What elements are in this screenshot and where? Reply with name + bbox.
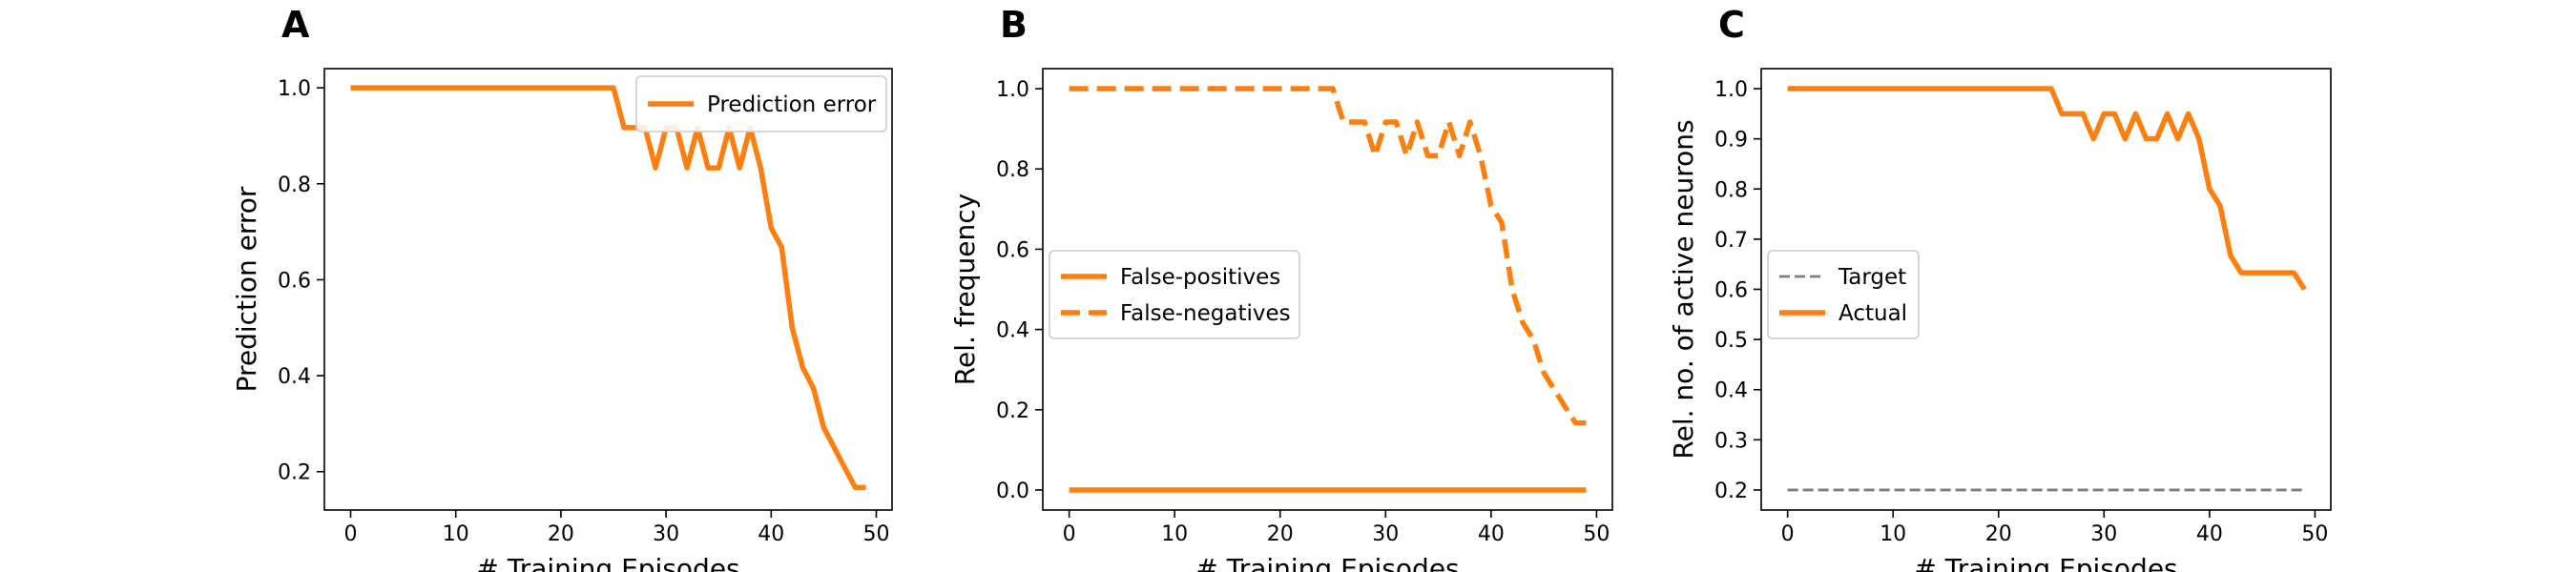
y-tick-label: 0.6 <box>278 269 311 293</box>
x-tick-label: 40 <box>1478 522 1505 546</box>
y-tick-label: 0.8 <box>278 174 311 197</box>
y-axis-label: Rel. no. of active neurons <box>1668 119 1699 459</box>
legend: Prediction error <box>635 75 887 133</box>
x-tick-label: 50 <box>2301 522 2328 546</box>
x-tick-label: 0 <box>344 522 358 546</box>
x-tick-label: 0 <box>1063 522 1076 546</box>
x-tick-label: 20 <box>1985 522 2012 546</box>
panel-a: A 0 10 20 30 40 50 0.2 0.4 0.6 0.8 1.0 # Training Ep… <box>231 4 893 572</box>
series-line-actual <box>1787 86 2307 291</box>
legend-box <box>635 75 887 133</box>
x-tick-label: 40 <box>2196 522 2223 546</box>
x-tick-label: 30 <box>1372 522 1399 546</box>
legend: Target Actual <box>1767 250 1920 339</box>
series-group <box>1069 86 1587 493</box>
y-tick-label: 0.2 <box>278 461 311 485</box>
legend-label: False-negatives <box>1120 301 1291 326</box>
y-tick-label: 0.4 <box>996 319 1029 343</box>
x-tick-label: 30 <box>653 522 679 546</box>
y-axis-label: Rel. frequency <box>949 194 981 385</box>
x-tick-label: 20 <box>548 522 574 546</box>
x-axis-label: # Training Episodes <box>1195 553 1459 572</box>
panel-letter: B <box>1000 4 1028 46</box>
series-group <box>350 85 866 491</box>
x-tick-label: 0 <box>1781 522 1795 546</box>
y-tick-label: 0.6 <box>996 238 1029 262</box>
series-group <box>1787 86 2307 492</box>
y-tick-label: 0.8 <box>1714 178 1748 202</box>
y-tick-label: 0.0 <box>996 480 1029 503</box>
panels: A 0 10 20 30 40 50 0.2 0.4 0.6 0.8 1.0 # Training Ep… <box>231 4 2332 572</box>
x-tick-label: 30 <box>2090 522 2117 546</box>
x-axis-label: # Training Episodes <box>476 553 739 572</box>
x-tick-label: 50 <box>1583 522 1610 546</box>
y-tick-label: 1.0 <box>278 77 311 101</box>
y-tick-label: 0.7 <box>1714 229 1748 253</box>
series-line-prediction-error <box>350 85 866 491</box>
y-tick-label: 0.5 <box>1714 329 1748 353</box>
y-axis-label: Prediction error <box>231 186 262 392</box>
x-axis-label: # Training Episodes <box>1914 553 2177 572</box>
y-tick-label: 1.0 <box>996 78 1029 102</box>
panel-c: C 0 10 20 30 40 50 0.2 0.3 0.4 0.5 0.6 0.7 0.8 0.9 1.0 #… <box>1668 4 2332 572</box>
x-tick-label: 50 <box>862 522 889 546</box>
y-tick-label: 0.2 <box>1714 480 1748 503</box>
y-tick-label: 1.0 <box>1714 78 1748 102</box>
x-tick-label: 10 <box>1880 522 1906 546</box>
panel-letter: C <box>1718 4 1745 46</box>
plot-frame <box>323 68 893 511</box>
legend-box <box>1049 250 1300 339</box>
x-tick-label: 40 <box>758 522 784 546</box>
y-tick-label: 0.4 <box>1714 379 1748 403</box>
y-tick-label: 0.4 <box>278 365 311 389</box>
legend: False-positives False-negatives <box>1049 250 1300 339</box>
legend-label: False-positives <box>1120 265 1280 290</box>
x-tick-label: 20 <box>1267 522 1294 546</box>
y-tick-label: 0.2 <box>996 399 1029 423</box>
y-tick-label: 0.8 <box>996 158 1029 182</box>
panel-b: B 0 10 20 30 40 50 0.0 0.2 0.4 0.6 0.8 1.0 # Training… <box>949 4 1613 572</box>
series-line-false-negatives <box>1069 86 1587 426</box>
legend-box <box>1767 250 1920 339</box>
panel-letter: A <box>281 4 310 46</box>
plot-frame <box>1042 68 1613 511</box>
y-tick-label: 0.6 <box>1714 279 1748 303</box>
x-tick-label: 10 <box>1161 522 1188 546</box>
y-tick-label: 0.3 <box>1714 429 1748 453</box>
legend-label: Prediction error <box>707 92 877 117</box>
x-tick-label: 10 <box>443 522 469 546</box>
legend-label: Actual <box>1839 301 1907 326</box>
legend-label: Target <box>1838 265 1906 290</box>
y-tick-label: 0.9 <box>1714 129 1748 153</box>
